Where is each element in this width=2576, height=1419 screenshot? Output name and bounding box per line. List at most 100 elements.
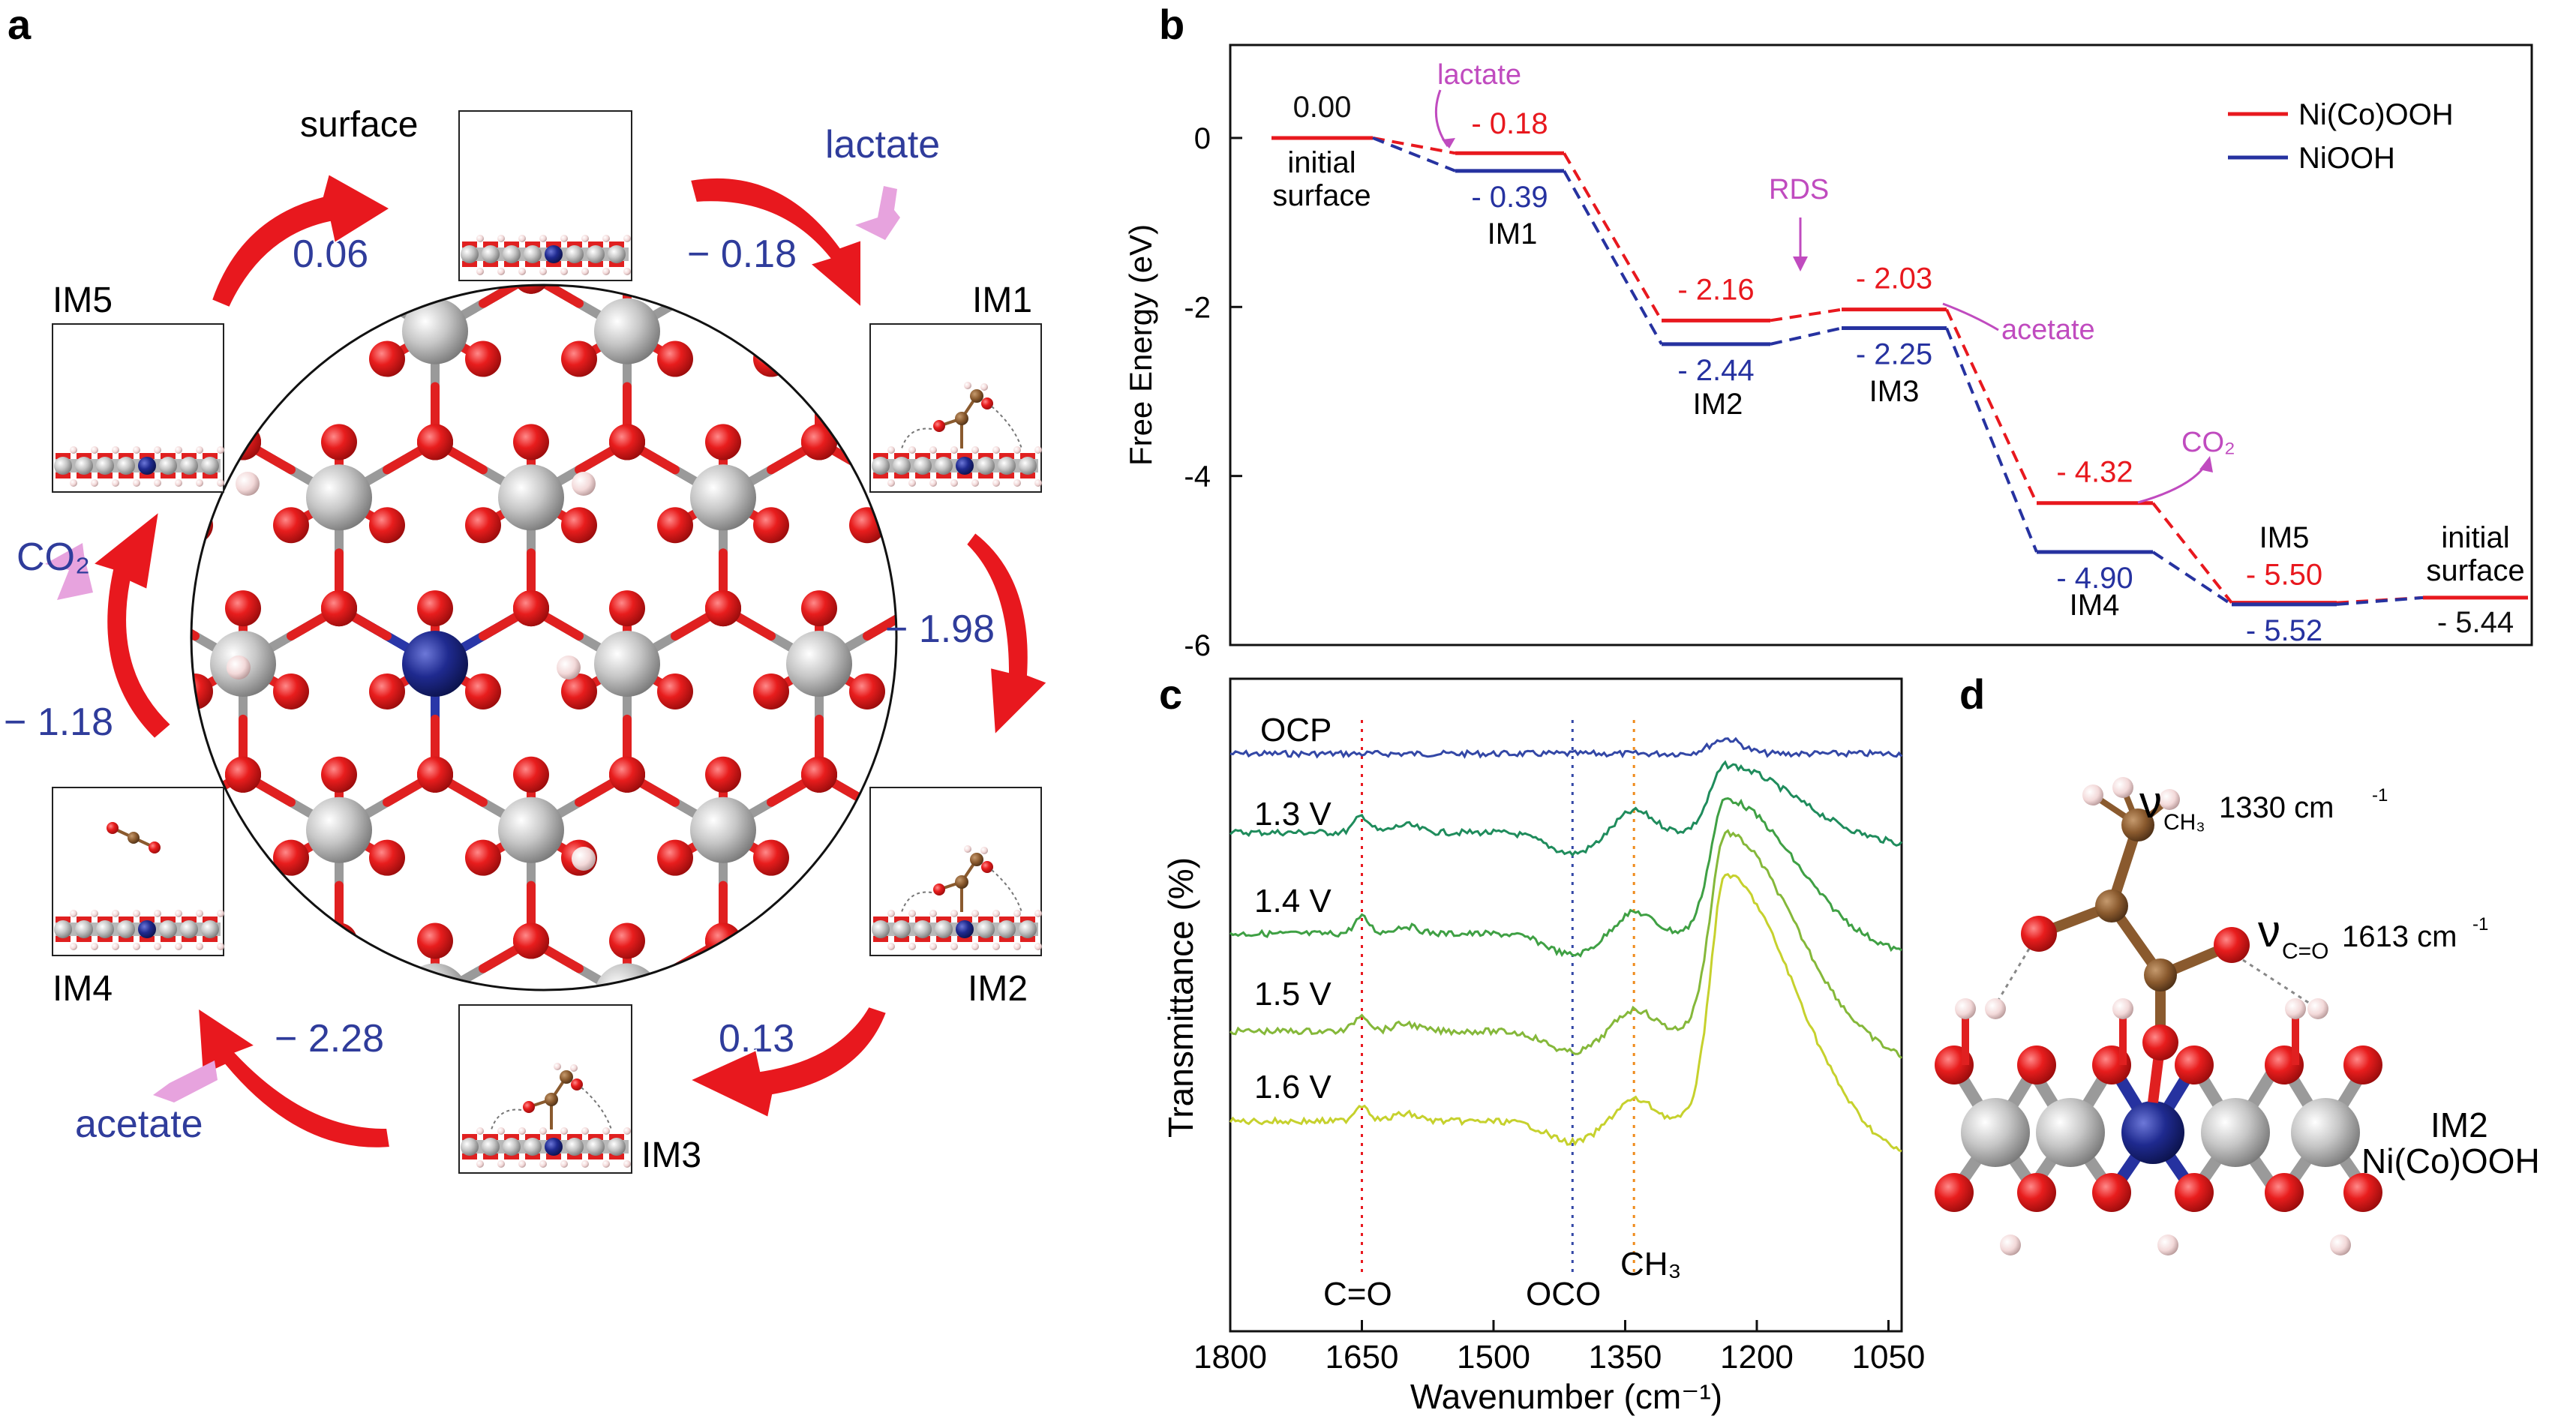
species-arrows xyxy=(45,186,900,1102)
spectrum-1.3v xyxy=(1229,760,1903,857)
slab-hydrogen xyxy=(887,446,895,454)
oxygen-atom xyxy=(369,673,405,710)
legend-b: Ni(Co)OOH NiOOH xyxy=(2228,98,2454,175)
lattice-bond xyxy=(0,775,51,830)
metal-atom xyxy=(402,298,468,364)
acetate-oxygen xyxy=(2021,916,2057,952)
lattice-bond xyxy=(3,664,51,692)
oxygen-atom xyxy=(0,1172,21,1208)
lattice-bond-o xyxy=(1251,276,1299,304)
lattice-bond xyxy=(723,1107,819,1162)
lattice-bond xyxy=(291,1162,339,1190)
slab-hydrogen xyxy=(518,1160,526,1168)
model-oxygen xyxy=(2265,1173,2304,1212)
marker-label-co: C=O xyxy=(1323,1276,1392,1312)
lattice-bond-o xyxy=(863,285,896,308)
lattice-bond-o xyxy=(627,1107,675,1135)
oxygen-atom xyxy=(1185,258,1221,294)
oxygen-atom xyxy=(897,92,933,128)
slab-hydrogen xyxy=(929,446,937,454)
lattice-bond-o xyxy=(0,512,3,525)
slab-metal xyxy=(872,920,890,938)
lattice-bond-o xyxy=(291,178,315,192)
adsorbate-hydrogen xyxy=(570,1064,578,1072)
oxygen-atom xyxy=(225,92,261,128)
oxygen-atom xyxy=(0,1006,21,1042)
oxygen-atom xyxy=(369,839,405,876)
oxygen-atom xyxy=(129,590,165,626)
lattice-bond xyxy=(1107,497,1155,525)
slab-hydrogen xyxy=(70,479,77,487)
slab-hydrogen xyxy=(112,446,119,454)
slab-metal xyxy=(587,245,605,263)
oxygen-atom xyxy=(1137,507,1173,543)
lattice-bond xyxy=(0,608,51,664)
step-energy-im5-surface: 0.06 xyxy=(293,232,368,276)
slab-hydrogen xyxy=(887,910,895,917)
model-hydrogen xyxy=(2000,1234,2021,1256)
lattice-bond-o xyxy=(363,178,387,192)
slab-hydrogen xyxy=(623,1127,631,1135)
slab-hydrogen xyxy=(196,910,203,917)
co2-arrow xyxy=(45,543,93,600)
lattice-bond-o xyxy=(719,936,776,974)
lattice-bond-o xyxy=(719,285,776,308)
lattice-bond xyxy=(0,442,51,497)
oxygen-atom xyxy=(0,840,21,876)
y-axis-label-b: Free Energy (eV) xyxy=(1123,224,1158,466)
lattice-bond-o xyxy=(291,1177,315,1190)
lattice-bond-o xyxy=(0,608,3,636)
lattice-bond-o xyxy=(1155,345,1179,358)
slab-hydrogen xyxy=(971,910,979,917)
slab-hydrogen xyxy=(929,943,937,950)
lattice-bond-o xyxy=(0,276,3,304)
spectrum-ocp xyxy=(1229,736,1903,759)
lattice-bond xyxy=(915,497,963,525)
lattice-bond xyxy=(719,285,824,336)
lattice-bond-o xyxy=(719,285,776,308)
metal-atom xyxy=(306,464,372,531)
spectrum-1.4v xyxy=(1229,797,1902,958)
slab-hydrogen xyxy=(887,479,895,487)
lattice-bond xyxy=(339,1162,387,1190)
slab-hydrogen xyxy=(539,1127,547,1135)
slab-hydrogen xyxy=(175,943,182,950)
cycle-arrows xyxy=(91,172,1049,1149)
slab-hydrogen xyxy=(217,943,224,950)
lattice-bond xyxy=(239,285,344,336)
lattice-bond-o xyxy=(915,276,963,304)
oxygen-atom xyxy=(657,1006,693,1042)
slab-hydrogen xyxy=(196,446,203,454)
slab-hydrogen xyxy=(1034,943,1042,950)
energy-connector xyxy=(1945,327,2038,553)
arrow-surface-to-im1 xyxy=(689,177,862,310)
lattice-bond-o xyxy=(0,941,3,969)
oxygen-atom xyxy=(1377,92,1413,128)
oxygen-atom xyxy=(705,590,741,627)
slab-hydrogen xyxy=(623,1160,631,1168)
oxygen-atom xyxy=(273,673,309,710)
energy-connector xyxy=(1563,170,1663,345)
oxygen-atom xyxy=(273,1172,309,1208)
lattice-bond-o xyxy=(191,604,200,641)
slab-hydrogen xyxy=(1034,479,1042,487)
oxygen-atom xyxy=(561,1172,597,1208)
species-co2: CO₂ xyxy=(17,536,90,579)
lattice-bond xyxy=(723,110,819,165)
slab-metal xyxy=(461,245,479,263)
lattice-bond-o xyxy=(627,1107,675,1135)
model-hydrogen xyxy=(1955,998,1976,1019)
slab-hydrogen xyxy=(497,1127,505,1135)
oxygen-atom xyxy=(753,839,789,876)
lattice-bond xyxy=(239,936,344,990)
lattice-bond-o xyxy=(1059,178,1083,192)
panel-label-d: d xyxy=(1959,670,1985,718)
slab-hydrogen xyxy=(560,1160,568,1168)
lattice-bond-o xyxy=(671,285,728,308)
oxygen-atom xyxy=(897,258,933,294)
rds-pointer-head xyxy=(1793,256,1808,272)
oxygen-atom xyxy=(705,92,741,128)
lattice-bond xyxy=(51,664,99,692)
lattice-bond-o xyxy=(3,1107,51,1135)
snapshot-surface xyxy=(458,110,632,281)
